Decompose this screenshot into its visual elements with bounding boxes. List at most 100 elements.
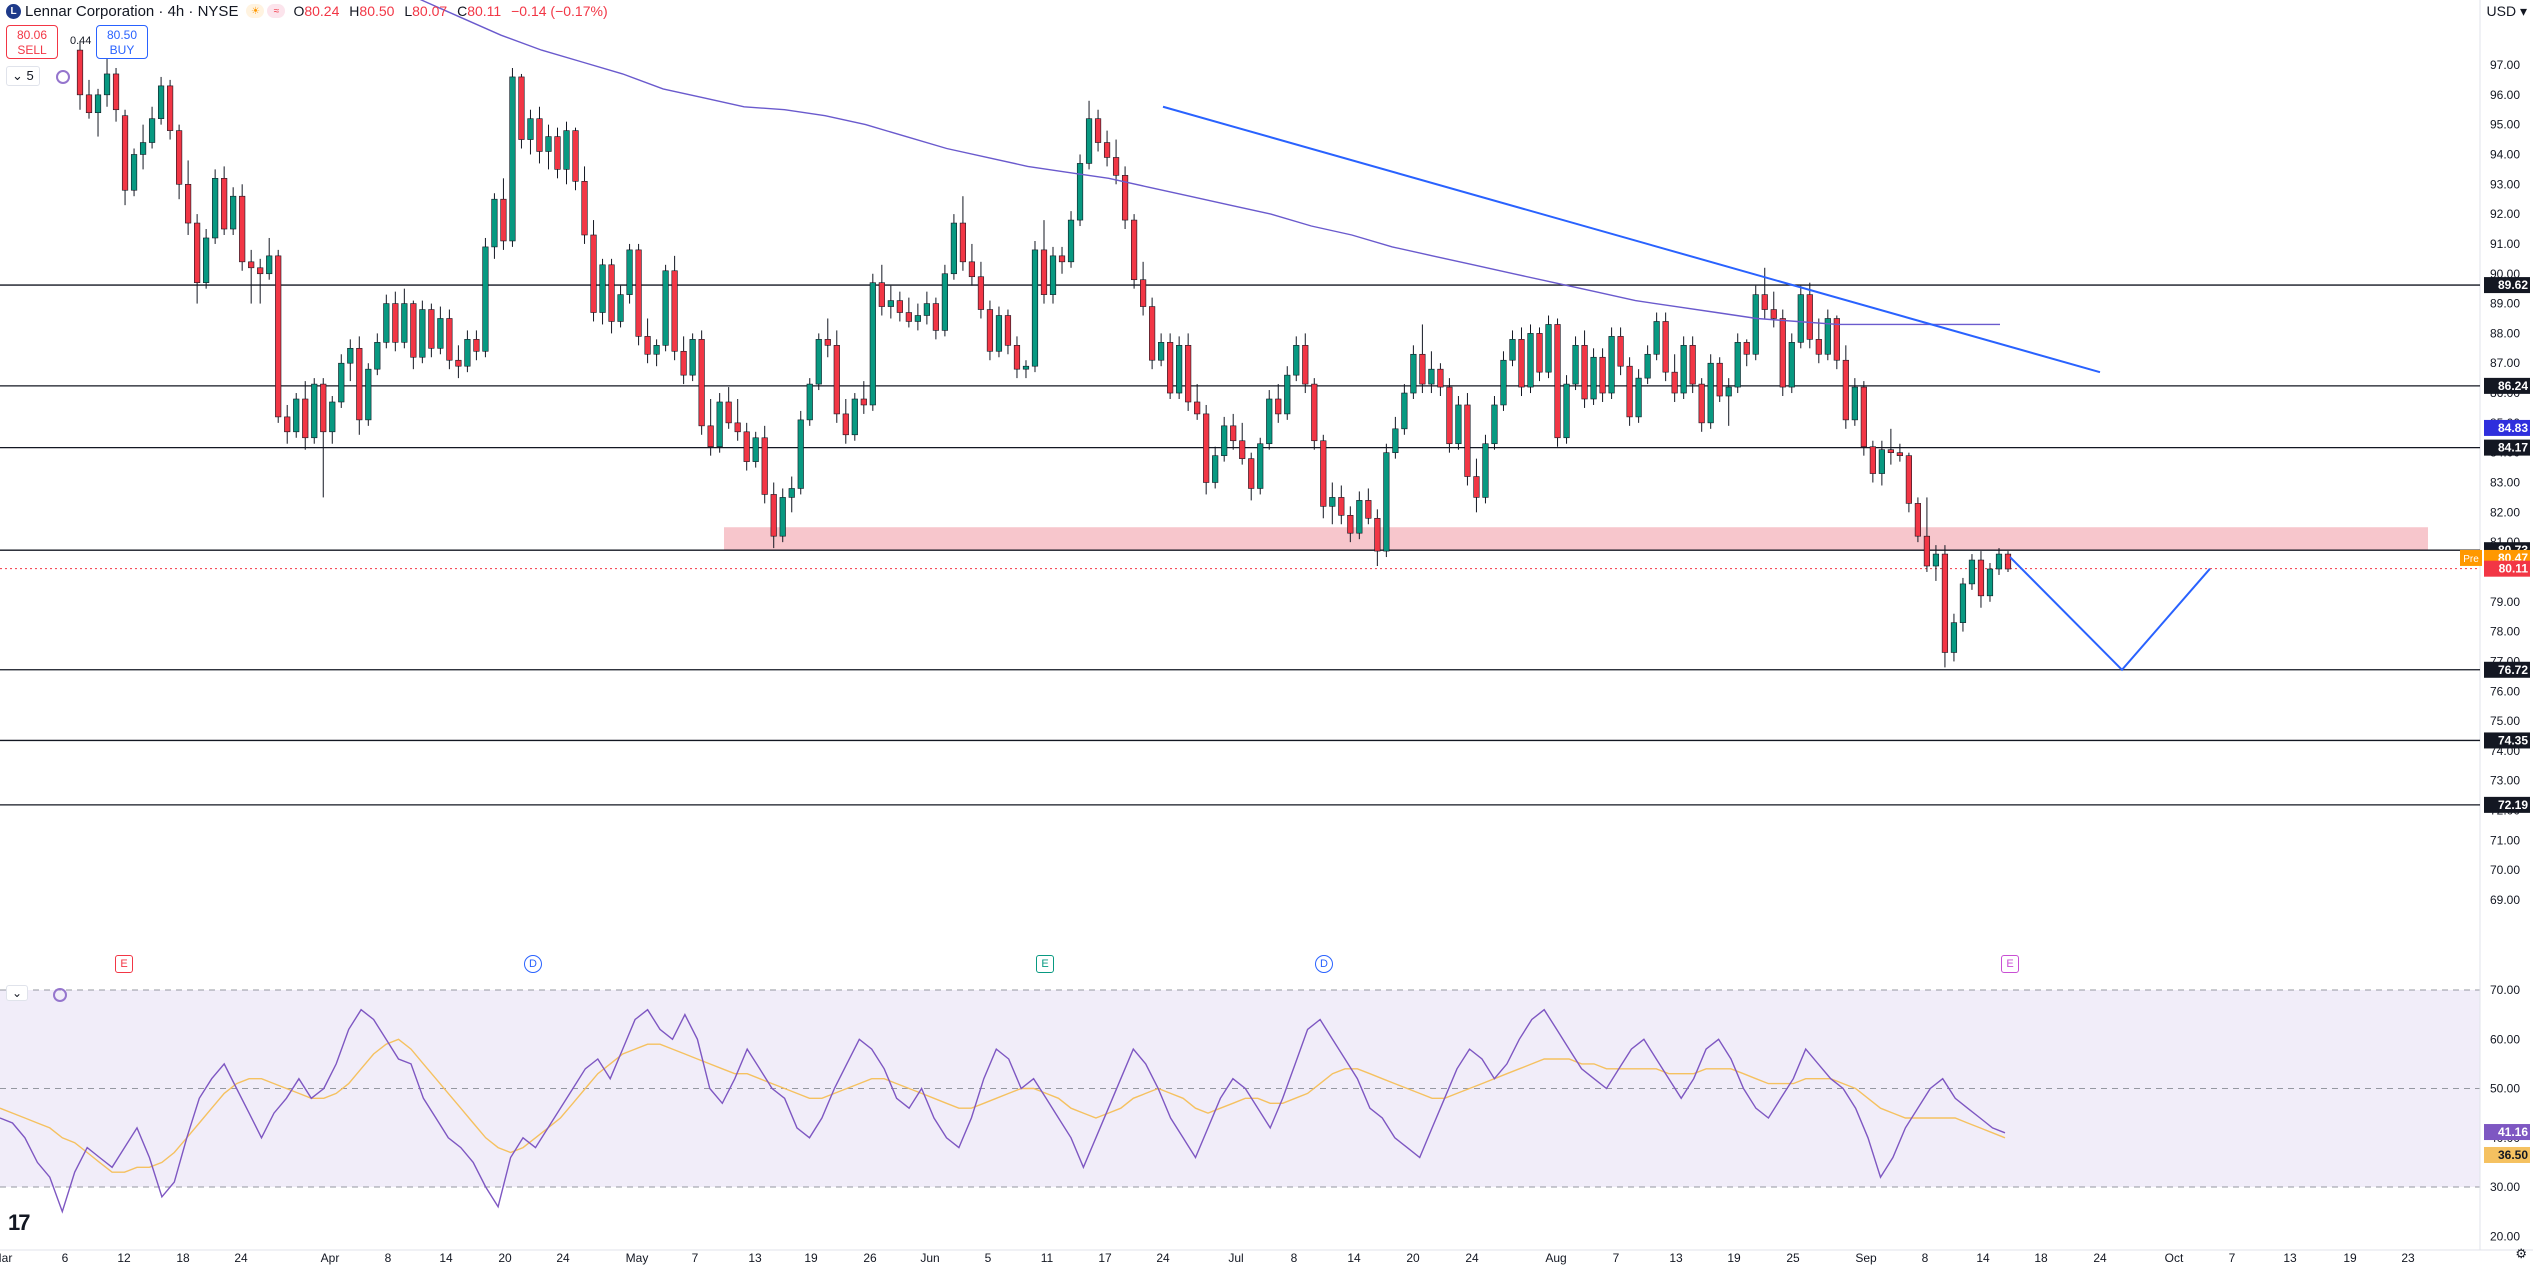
candle-body [464, 339, 471, 367]
candle-body [1896, 452, 1903, 456]
time-tick-label: 7 [692, 1251, 699, 1265]
price-label: 76.72 [2498, 663, 2528, 677]
candle-body [302, 398, 309, 439]
time-tick-label: 14 [1976, 1251, 1990, 1265]
price-label: 36.50 [2498, 1148, 2528, 1162]
candle-body [1977, 559, 1985, 597]
candle-body [1085, 118, 1093, 164]
candle-body [1725, 386, 1732, 397]
candle-body [1230, 425, 1237, 442]
time-tick-label: 20 [498, 1251, 512, 1265]
currency-selector[interactable]: USD ▾ [2487, 3, 2527, 20]
dividend-event-icon[interactable]: D [1315, 955, 1333, 973]
candle-body [932, 303, 939, 331]
price-tick-label: 71.00 [2490, 833, 2520, 847]
candle-body [590, 234, 597, 313]
candle-body [1770, 309, 1777, 319]
tradingview-logo[interactable]: 17 [8, 1210, 31, 1235]
candle-body [608, 264, 615, 322]
time-tick-label: 24 [1156, 1251, 1170, 1265]
rsi-band [0, 990, 2480, 1187]
rsi-toggle-button[interactable]: ⌄ [6, 985, 29, 1001]
candle-body [1617, 336, 1624, 367]
candle-body [1590, 356, 1597, 400]
price-tick-label: 83.00 [2490, 476, 2520, 490]
earnings-event-icon[interactable]: E [115, 955, 133, 973]
rsi-tick-label: 20.00 [2490, 1229, 2520, 1243]
candle-body [185, 183, 192, 224]
price-label-bg [2484, 1124, 2530, 1141]
dividend-event-icon[interactable]: D [524, 955, 542, 973]
earnings-event-icon[interactable]: E [1036, 955, 1054, 973]
candle-body [1662, 321, 1669, 373]
price-tick-label: 94.00 [2490, 147, 2520, 161]
candle-body [1464, 404, 1471, 477]
candle-body [860, 398, 867, 406]
candle-body [806, 383, 813, 421]
time-tick-label: Apr [321, 1251, 340, 1265]
candle-body [1103, 142, 1111, 158]
candle-body [1058, 255, 1066, 263]
candle-body [1761, 294, 1768, 310]
candle-body [1707, 362, 1714, 424]
candle-body [671, 270, 678, 352]
chevron-down-icon: ⌄ [12, 986, 23, 1000]
candle-body [617, 294, 624, 322]
rsi-tick-label: 50.00 [2490, 1082, 2520, 1096]
candle-body [212, 178, 219, 239]
sell-price: 80.06 [16, 28, 48, 42]
candle-body [1266, 398, 1273, 445]
candle-body [1653, 321, 1660, 355]
candle-body [572, 130, 579, 182]
candle-body [76, 49, 84, 96]
sell-button[interactable]: 80.06 SELL [6, 25, 58, 59]
candle-body [1383, 452, 1390, 552]
candle-body [788, 488, 795, 498]
rsi-tick-label: 30.00 [2490, 1180, 2520, 1194]
candle-body [1338, 497, 1345, 516]
open-label: O [293, 3, 305, 19]
indicators-toggle-button[interactable]: ⌄ 5 [6, 66, 40, 86]
earnings-event-icon[interactable]: E [2001, 955, 2019, 973]
candle-body [1257, 443, 1264, 489]
candle-body [1437, 368, 1444, 388]
candle-body [419, 309, 426, 358]
candle-body [1806, 294, 1813, 340]
price-tick-label: 79.00 [2490, 595, 2520, 609]
candle-body [680, 350, 687, 376]
symbol-title[interactable]: Lennar Corporation · 4h · NYSE [25, 2, 239, 20]
candle-body [1626, 365, 1633, 418]
rsi-settings-icon[interactable] [53, 988, 67, 1002]
time-tick-label: 19 [2343, 1251, 2357, 1265]
price-label: 41.16 [2498, 1125, 2528, 1139]
candle-body [1500, 359, 1507, 406]
gear-icon[interactable]: ⚙ [2515, 1246, 2527, 1261]
candle-body [1923, 535, 1931, 567]
candle-body [734, 422, 741, 433]
candle-body [554, 136, 561, 170]
candle-body [995, 315, 1003, 352]
buy-button[interactable]: 80.50 BUY [96, 25, 148, 59]
candle-body [599, 264, 606, 313]
candle-body [392, 303, 399, 343]
candle-body [1932, 553, 1940, 567]
candle-body [1509, 339, 1516, 361]
candle-body [1293, 345, 1300, 376]
time-tick-label: 24 [234, 1251, 248, 1265]
candle-body [2004, 553, 2012, 570]
sun-icon: ☀ [246, 4, 265, 18]
indicator-settings-icon[interactable] [56, 70, 70, 84]
candle-body [1950, 622, 1958, 653]
candle-body [266, 255, 273, 275]
candle-body [1842, 359, 1849, 421]
candle-body [257, 267, 264, 275]
time-tick-label: 19 [1727, 1251, 1741, 1265]
price-tick-label: 75.00 [2490, 714, 2520, 728]
candle-body [1473, 476, 1480, 498]
candle-body [1121, 175, 1129, 221]
candle-body [545, 136, 552, 152]
candle-body [635, 249, 642, 337]
candle-body [1212, 455, 1219, 483]
candle-body [1941, 553, 1949, 653]
